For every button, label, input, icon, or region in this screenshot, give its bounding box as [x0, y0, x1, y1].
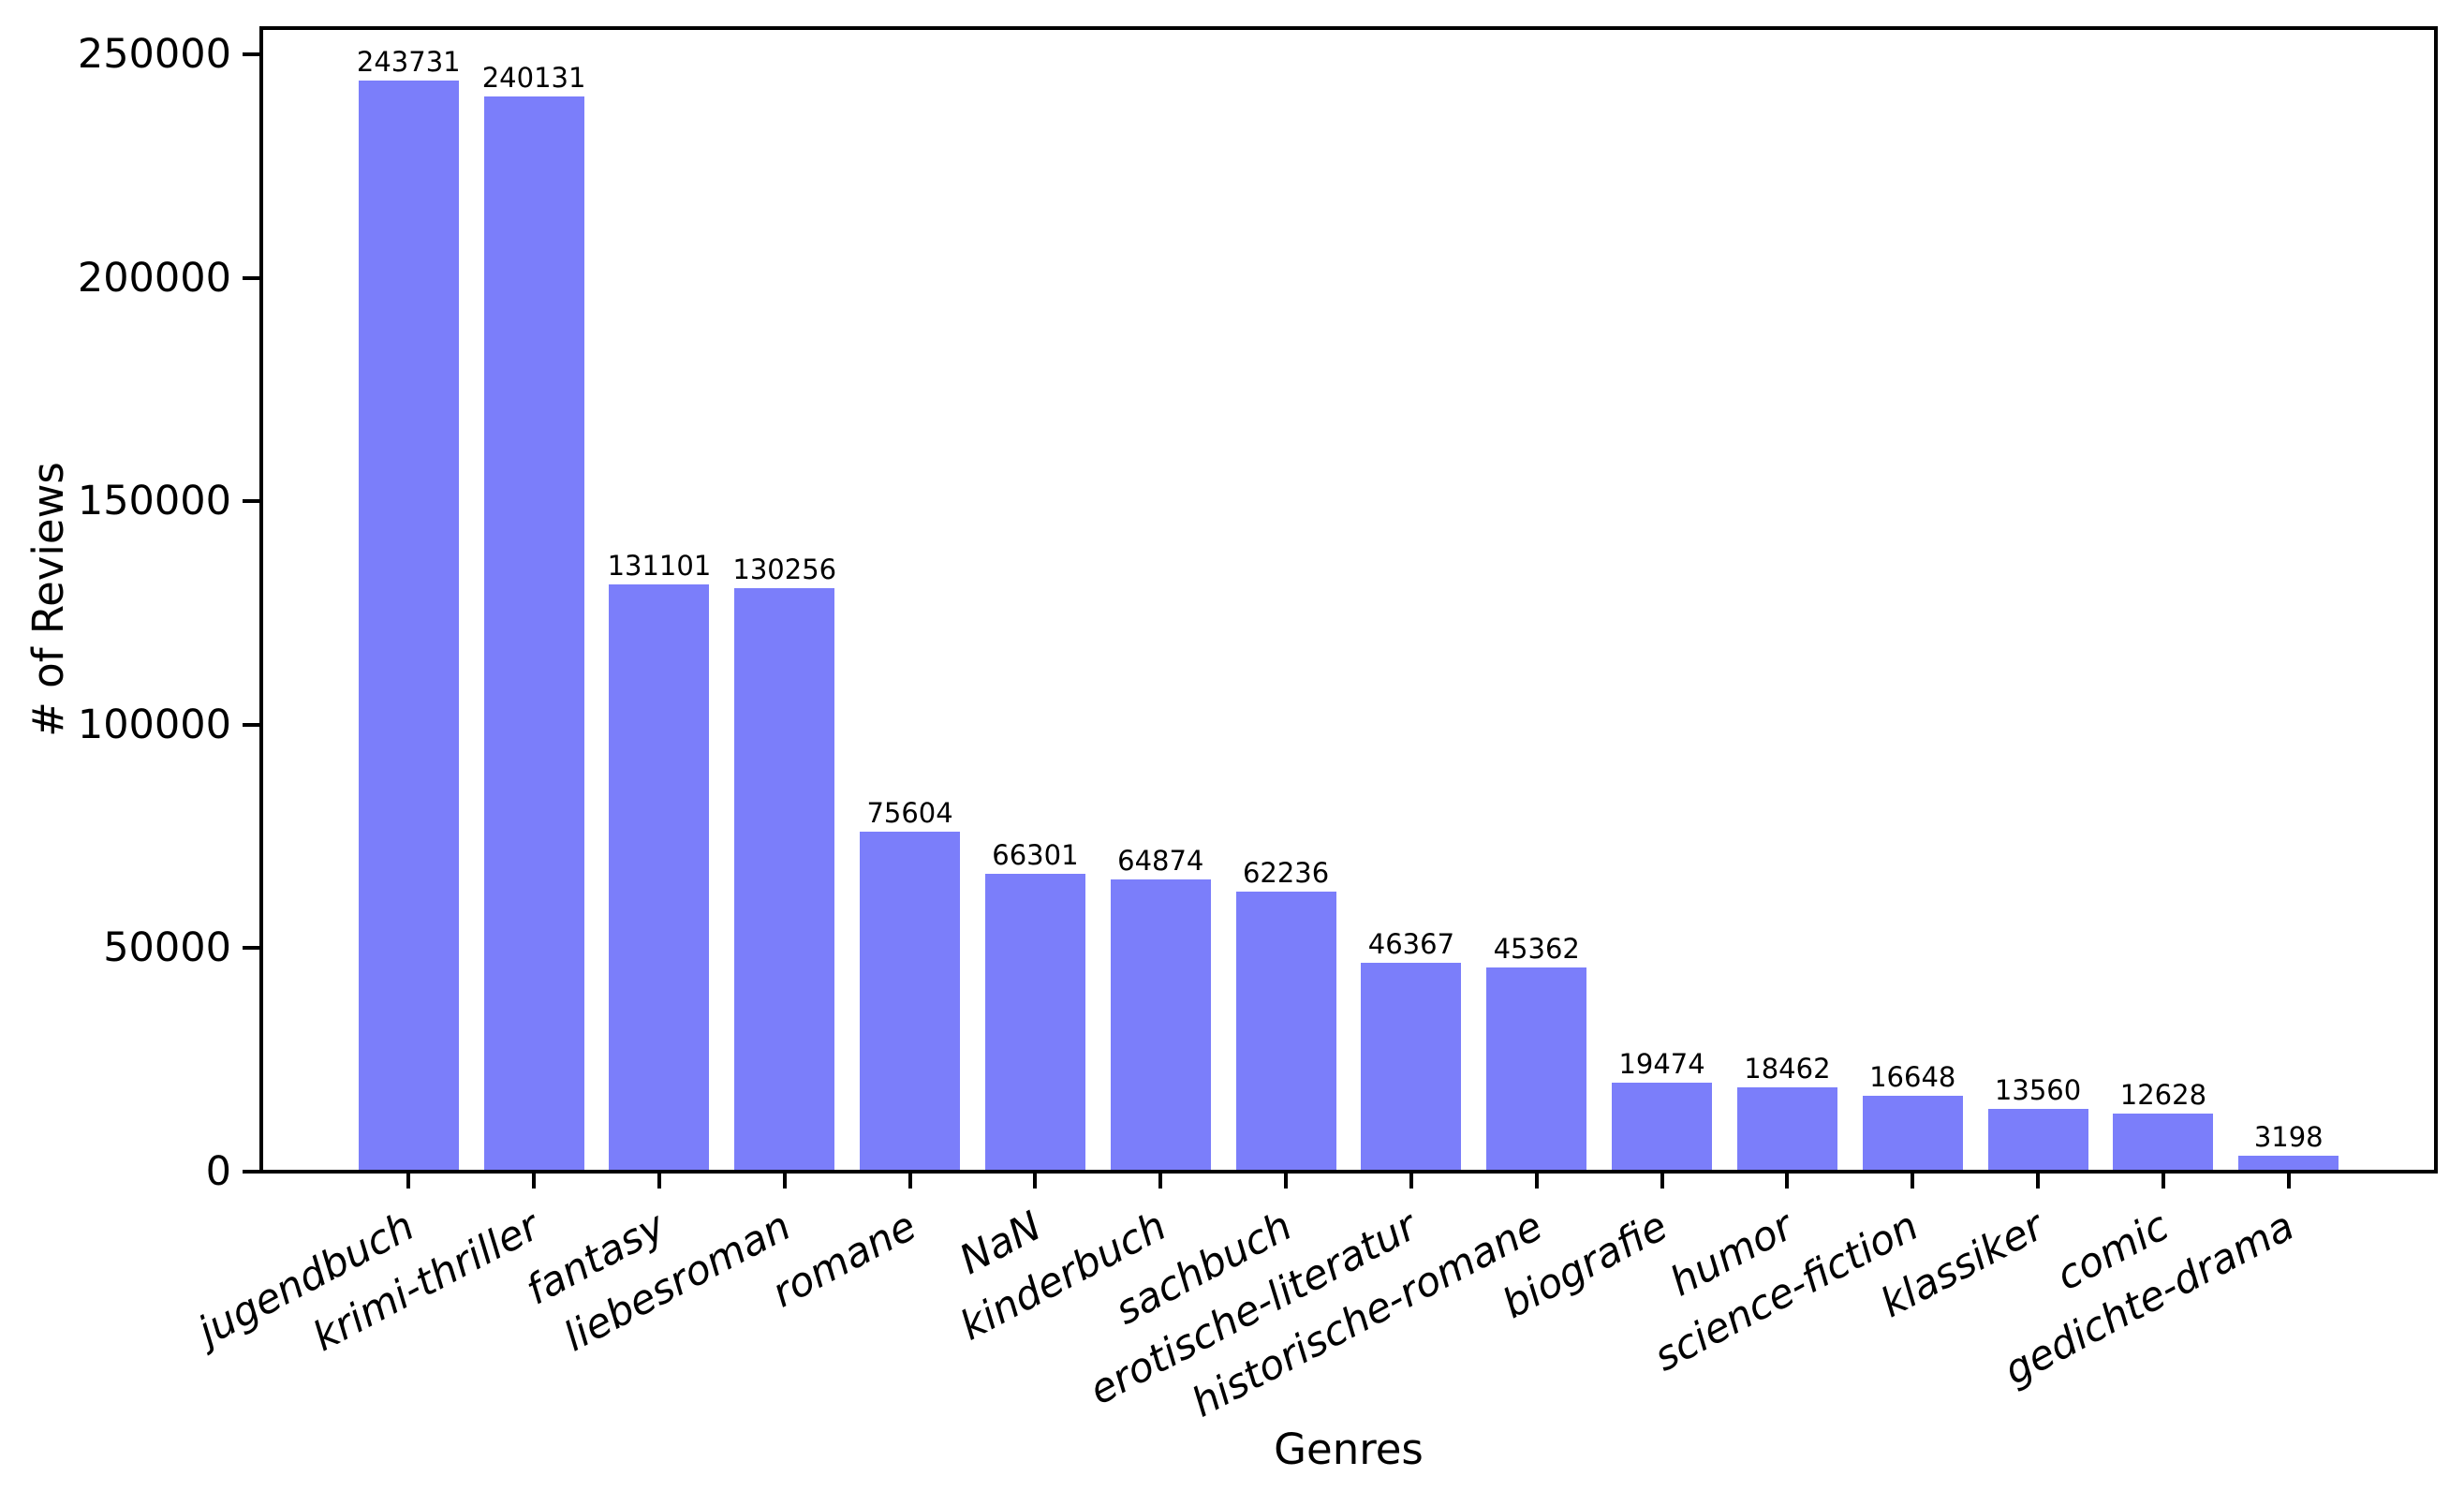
bar-kinderbuch: [1110, 879, 1211, 1170]
bar-sachbuch: [1235, 892, 1336, 1170]
x-tick-mark: [1534, 1174, 1539, 1189]
bar-historische-romane: [1486, 967, 1587, 1170]
x-tick-mark: [532, 1174, 537, 1189]
bar-value-label: 13560: [1994, 1074, 2082, 1107]
bar-liebesroman: [734, 587, 835, 1170]
y-tick-label: 100000: [77, 701, 231, 748]
bar-value-label: 18462: [1744, 1052, 1831, 1085]
x-tick-mark: [2286, 1174, 2291, 1189]
bar-value-label: 75604: [866, 797, 953, 830]
y-tick-mark: [243, 722, 259, 727]
bar-fantasy: [609, 583, 710, 1170]
bar-value-label: 12628: [2119, 1078, 2207, 1111]
bar-value-label: 16648: [1869, 1060, 1956, 1093]
bar-jugendbuch: [358, 81, 459, 1170]
x-tick-mark: [1409, 1174, 1413, 1189]
x-tick-label: romane: [764, 1203, 924, 1318]
bar-value-label: 66301: [992, 838, 1079, 871]
x-tick-mark: [1911, 1174, 1915, 1189]
bar-klassiker: [1987, 1109, 2088, 1170]
x-tick-mark: [1033, 1174, 1038, 1189]
bar-humor: [1736, 1086, 1837, 1170]
y-tick-mark: [243, 52, 259, 57]
bar-NaN: [984, 873, 1085, 1170]
y-tick-label: 200000: [77, 254, 231, 302]
bar-value-label: 45362: [1493, 932, 1580, 965]
bar-value-label: 3198: [2253, 1120, 2324, 1153]
x-tick-mark: [2161, 1174, 2165, 1189]
y-tick-label: 50000: [103, 924, 231, 972]
bar-krimi-thriller: [483, 96, 584, 1170]
bar-value-label: 62236: [1242, 857, 1330, 890]
bar-romane: [860, 832, 961, 1170]
bar-erotische-literatur: [1361, 962, 1462, 1170]
y-tick-label: 250000: [77, 31, 231, 79]
x-tick-mark: [657, 1174, 661, 1189]
bar-value-label: 46367: [1367, 927, 1455, 960]
y-tick-mark: [243, 275, 259, 280]
y-tick-mark: [243, 946, 259, 951]
y-tick-mark: [243, 1170, 259, 1174]
bar-value-label: 131101: [607, 549, 712, 582]
x-tick-mark: [782, 1174, 787, 1189]
x-tick-mark: [2036, 1174, 2041, 1189]
bar-value-label: 130256: [732, 553, 837, 585]
bar-gedichte-drama: [2238, 1155, 2339, 1170]
bar-value-label: 240131: [481, 62, 586, 95]
y-tick-label: 0: [205, 1148, 231, 1195]
x-tick-mark: [1158, 1174, 1163, 1189]
bar-value-label: 19474: [1618, 1048, 1705, 1081]
bar-science-fiction: [1862, 1095, 1963, 1170]
bar-value-label: 243731: [356, 46, 461, 79]
bar-comic: [2113, 1113, 2214, 1170]
bar-biografie: [1612, 1083, 1713, 1170]
x-tick-mark: [406, 1174, 411, 1189]
x-tick-mark: [907, 1174, 912, 1189]
y-tick-mark: [243, 499, 259, 504]
plot-area: [259, 26, 2438, 1174]
x-axis-title: Genres: [1274, 1425, 1424, 1474]
x-tick-mark: [1785, 1174, 1790, 1189]
bar-value-label: 64874: [1117, 845, 1204, 878]
y-tick-label: 150000: [77, 478, 231, 525]
x-tick-mark: [1284, 1174, 1289, 1189]
x-tick-mark: [1660, 1174, 1664, 1189]
